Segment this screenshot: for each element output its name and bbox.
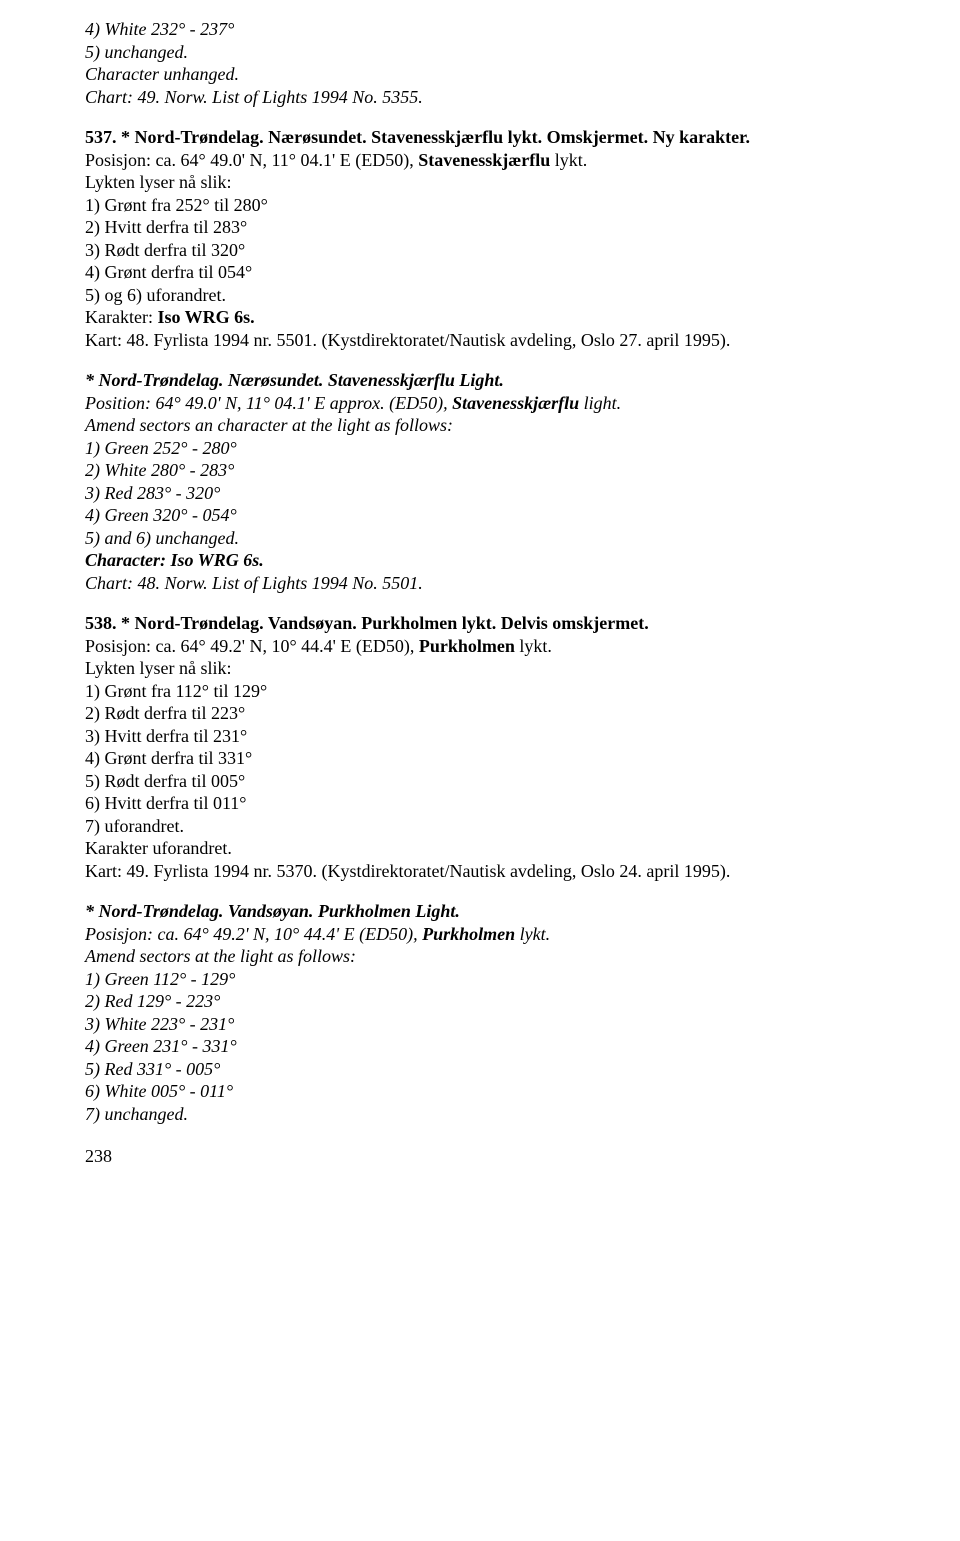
text-line: 4) Grønt derfra til 054° (85, 261, 875, 284)
text-run: Posisjon: ca. 64° 49.2' N, 10° 44.4' E (… (85, 924, 422, 944)
text-run: Position: 64° 49.0' N, 11° 04.1' E appro… (85, 393, 452, 413)
text-line: 3) White 223° - 231° (85, 1013, 875, 1036)
notice-heading-en: * Nord-Trøndelag. Vandsøyan. Purkholmen … (85, 900, 875, 923)
text-line: Amend sectors an character at the light … (85, 414, 875, 437)
notice-heading: 538. * Nord-Trøndelag. Vandsøyan. Purkho… (85, 612, 875, 635)
text-line: 3) Rødt derfra til 320° (85, 239, 875, 262)
text-line: 2) Red 129° - 223° (85, 990, 875, 1013)
text-line: 5) unchanged. (85, 41, 875, 64)
text-run: light. (579, 393, 621, 413)
text-line: 2) Hvitt derfra til 283° (85, 216, 875, 239)
text-line: Lykten lyser nå slik: (85, 171, 875, 194)
text-line: 5) and 6) unchanged. (85, 527, 875, 550)
text-line: 2) Rødt derfra til 223° (85, 702, 875, 725)
text-line: Position: 64° 49.0' N, 11° 04.1' E appro… (85, 392, 875, 415)
text-line: 4) Green 231° - 331° (85, 1035, 875, 1058)
notice-heading: 537. * Nord-Trøndelag. Nærøsundet. Stave… (85, 126, 875, 149)
text-line: Amend sectors at the light as follows: (85, 945, 875, 968)
text-line: Chart: 48. Norw. List of Lights 1994 No.… (85, 572, 875, 595)
text-line: Karakter: Iso WRG 6s. (85, 306, 875, 329)
text-line: Kart: 49. Fyrlista 1994 nr. 5370. (Kystd… (85, 860, 875, 883)
text-run: lykt. (515, 924, 550, 944)
text-line: 6) White 005° - 011° (85, 1080, 875, 1103)
text-run: lykt. (515, 636, 552, 656)
text-line: Character: Iso WRG 6s. (85, 549, 875, 572)
text-run: lykt. (550, 150, 587, 170)
text-line: 5) Rødt derfra til 005° (85, 770, 875, 793)
text-line: Posisjon: ca. 64° 49.2' N, 10° 44.4' E (… (85, 923, 875, 946)
text-line: 4) Green 320° - 054° (85, 504, 875, 527)
text-run: Posisjon: ca. 64° 49.2' N, 10° 44.4' E (… (85, 636, 419, 656)
text-line: 1) Grønt fra 112° til 129° (85, 680, 875, 703)
paragraph-2: 537. * Nord-Trøndelag. Nærøsundet. Stave… (85, 126, 875, 351)
text-line: 2) White 280° - 283° (85, 459, 875, 482)
paragraph-5: * Nord-Trøndelag. Vandsøyan. Purkholmen … (85, 900, 875, 1125)
text-line: 1) Green 112° - 129° (85, 968, 875, 991)
document-page: 4) White 232° - 237° 5) unchanged. Chara… (0, 0, 960, 1198)
paragraph-4: 538. * Nord-Trøndelag. Vandsøyan. Purkho… (85, 612, 875, 882)
text-line: 7) uforandret. (85, 815, 875, 838)
text-line: 7) unchanged. (85, 1103, 875, 1126)
text-line: 3) Hvitt derfra til 231° (85, 725, 875, 748)
text-run-bold: Stavenesskjærflu (418, 150, 550, 170)
text-line: Character unhanged. (85, 63, 875, 86)
text-line: Posisjon: ca. 64° 49.2' N, 10° 44.4' E (… (85, 635, 875, 658)
text-line: 6) Hvitt derfra til 011° (85, 792, 875, 815)
text-line: Lykten lyser nå slik: (85, 657, 875, 680)
text-line: 1) Grønt fra 252° til 280° (85, 194, 875, 217)
text-run-bold: Purkholmen (419, 636, 515, 656)
text-line: 5) og 6) uforandret. (85, 284, 875, 307)
text-line: Karakter uforandret. (85, 837, 875, 860)
text-line: 4) White 232° - 237° (85, 18, 875, 41)
text-line: 3) Red 283° - 320° (85, 482, 875, 505)
text-run: Karakter: (85, 307, 157, 327)
text-run-bold: Stavenesskjærflu (452, 393, 579, 413)
text-line: 4) Grønt derfra til 331° (85, 747, 875, 770)
notice-heading-en: * Nord-Trøndelag. Nærøsundet. Stavenessk… (85, 369, 875, 392)
text-line: Chart: 49. Norw. List of Lights 1994 No.… (85, 86, 875, 109)
paragraph-1: 4) White 232° - 237° 5) unchanged. Chara… (85, 18, 875, 108)
text-run-bold: Purkholmen (422, 924, 515, 944)
text-line: 5) Red 331° - 005° (85, 1058, 875, 1081)
text-line: Kart: 48. Fyrlista 1994 nr. 5501. (Kystd… (85, 329, 875, 352)
page-number: 238 (85, 1145, 875, 1168)
text-line: Posisjon: ca. 64° 49.0' N, 11° 04.1' E (… (85, 149, 875, 172)
text-run: Posisjon: ca. 64° 49.0' N, 11° 04.1' E (… (85, 150, 418, 170)
text-run-bold: Iso WRG 6s. (157, 307, 254, 327)
text-line: 1) Green 252° - 280° (85, 437, 875, 460)
paragraph-3: * Nord-Trøndelag. Nærøsundet. Stavenessk… (85, 369, 875, 594)
